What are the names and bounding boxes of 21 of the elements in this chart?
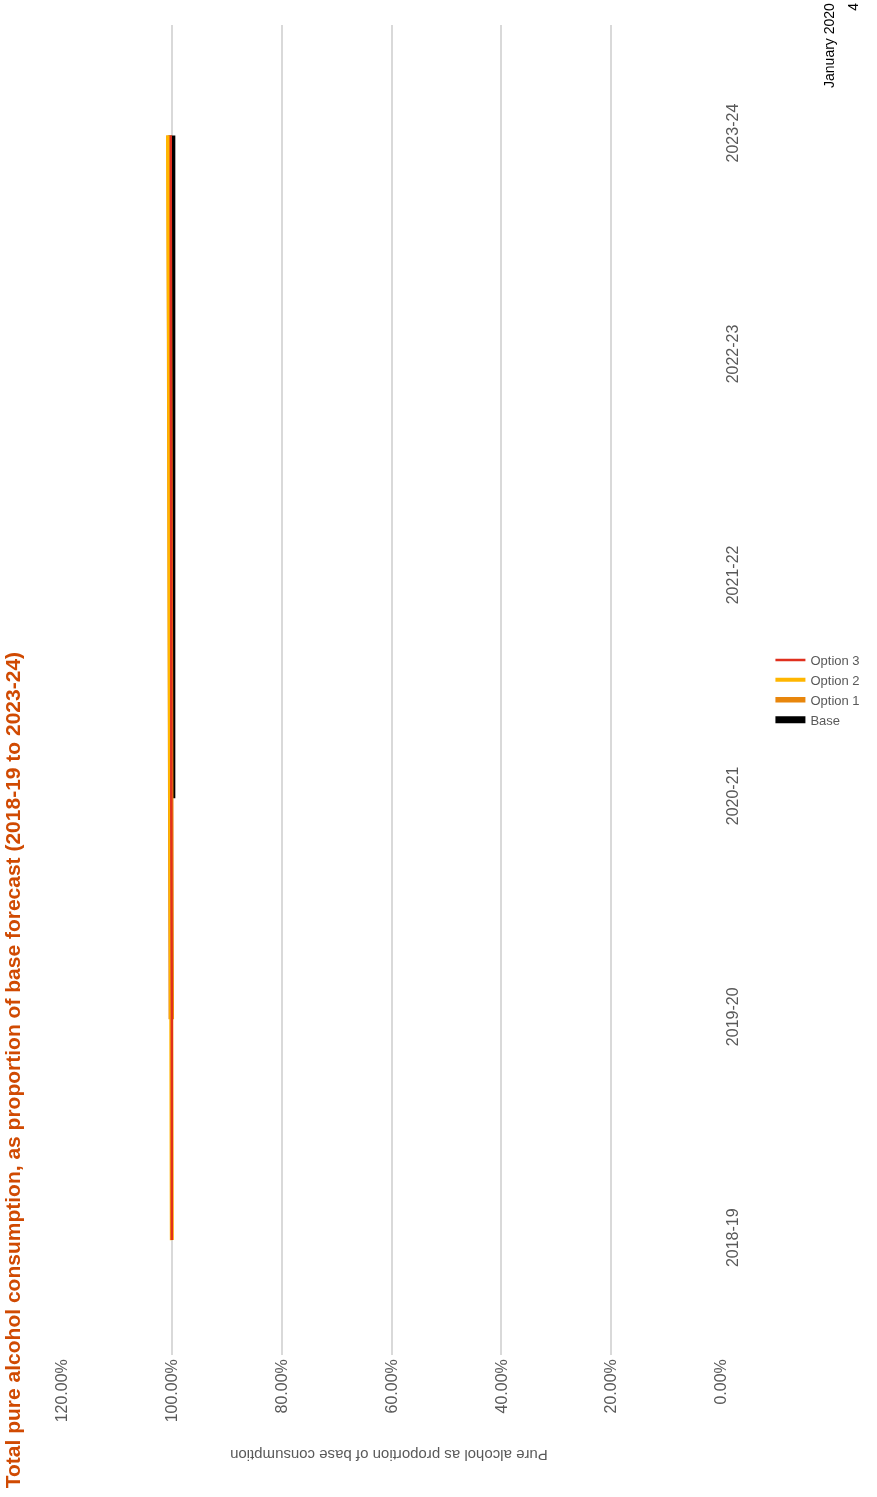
y-tick-label: 2023-24 xyxy=(724,103,741,163)
y-tick-label: 2020-21 xyxy=(724,766,741,826)
y-tick-label: 2022-23 xyxy=(724,324,741,384)
y-tick-label: 2018-19 xyxy=(724,1208,741,1268)
y-tick-label: 2021-22 xyxy=(724,545,741,605)
text: 4 xyxy=(844,2,861,11)
x-tick-label: 80.00% xyxy=(272,1359,290,1414)
x-tick-label: 40.00% xyxy=(492,1359,510,1414)
x-tick-label: 120.00% xyxy=(53,1359,71,1423)
x-axis-title: Pure alcohol as proportion of base consumption xyxy=(230,1446,548,1464)
legend-label: Option 1 xyxy=(810,692,860,708)
legend-label: Option 2 xyxy=(810,672,860,688)
text: Total pure alcohol consumption, as proportion of base forecast (2018-19 to 2023-24) xyxy=(0,651,24,1489)
y-tick-label: 2019-20 xyxy=(724,987,741,1047)
legend-label: Base xyxy=(810,712,841,728)
x-tick-label: 0.00% xyxy=(712,1359,730,1405)
text: January 2020 xyxy=(820,2,837,88)
legend-label: Option 3 xyxy=(810,653,860,669)
x-tick-label: 100.00% xyxy=(163,1359,181,1423)
x-tick-label: 60.00% xyxy=(382,1359,400,1414)
x-tick-label: 20.00% xyxy=(602,1359,620,1414)
